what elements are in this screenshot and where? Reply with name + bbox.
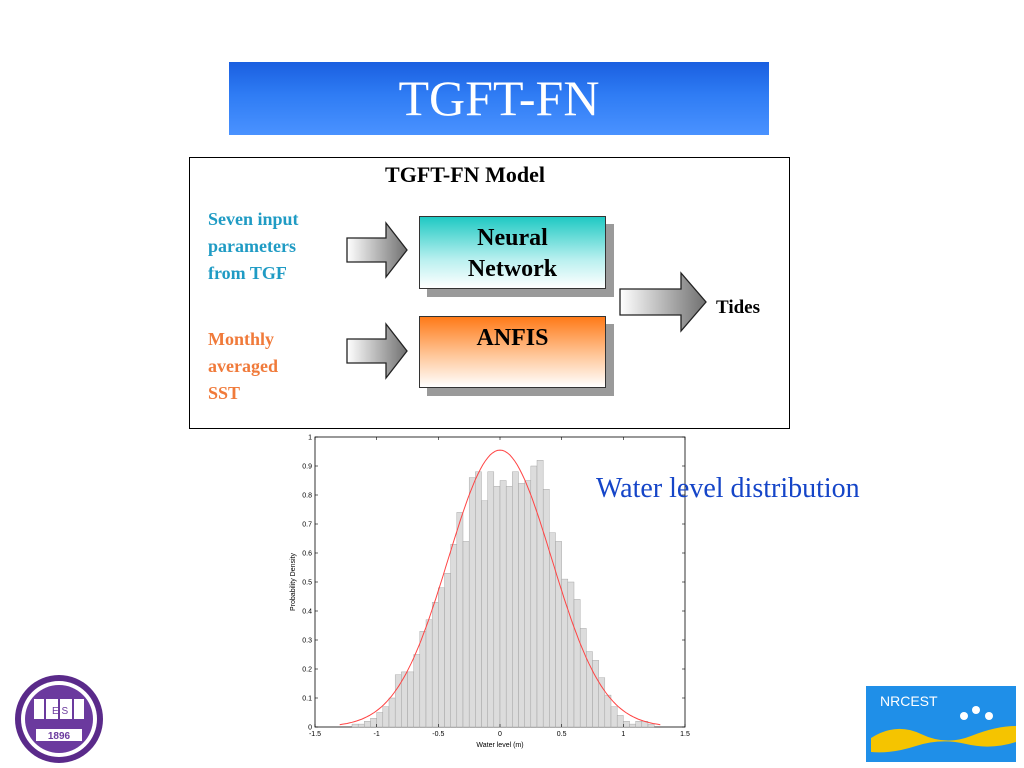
- nrcest-logo: NRCEST: [866, 686, 1016, 762]
- arrow-icon: [346, 221, 408, 279]
- histogram-bar: [382, 706, 390, 728]
- histogram-bar: [456, 512, 464, 728]
- histogram-bar: [647, 723, 655, 728]
- input2-line: averaged: [208, 356, 278, 376]
- histogram-bar: [592, 660, 599, 728]
- histogram-bar: [357, 723, 365, 728]
- input1-line: Seven input: [208, 209, 299, 229]
- x-tick-label: 0.5: [557, 731, 567, 738]
- histogram-bar: [407, 671, 414, 728]
- diagram-title: TGFT-FN Model: [385, 162, 545, 187]
- y-tick-label: 0.8: [302, 493, 312, 500]
- y-tick-label: 0.9: [302, 464, 312, 471]
- input-label-sst: Monthly averaged SST: [208, 326, 278, 407]
- nrcest-logo-text: NRCEST: [880, 693, 938, 709]
- slide-title: TGFT-FN: [229, 62, 769, 135]
- x-tick-label: 1: [621, 731, 625, 738]
- histogram-bar: [530, 465, 538, 728]
- x-tick-label: 0: [498, 731, 502, 738]
- normal-fit-curve: [339, 449, 661, 726]
- input-label-tgf: Seven input parameters from TGF: [208, 206, 299, 287]
- histogram-bar: [616, 715, 624, 728]
- histogram-bar: [542, 489, 550, 728]
- histogram-bar: [431, 602, 439, 728]
- histogram-bar: [370, 718, 377, 728]
- diagram-arrows: [346, 221, 707, 380]
- histogram-bar: [610, 706, 618, 728]
- histogram-bar: [419, 631, 427, 728]
- y-tick-label: 0.1: [302, 696, 312, 703]
- x-tick-label: 1.5: [680, 731, 690, 738]
- histogram-bar: [518, 483, 525, 728]
- histogram-bar: [573, 599, 581, 728]
- nn-line: Neural: [477, 225, 548, 251]
- model-diagram: TGFT-FN Model Seven input parameters fro…: [189, 157, 790, 429]
- histogram-bar: [444, 573, 451, 728]
- histogram-bar: [635, 721, 643, 728]
- input1-line: parameters: [208, 236, 296, 256]
- input2-line: SST: [208, 383, 241, 403]
- x-axis-label: Water level (m): [476, 742, 523, 749]
- university-seal-logo: E S 1896: [15, 675, 103, 763]
- histogram-bar: [536, 460, 544, 728]
- output-label: Tides: [716, 297, 761, 318]
- histogram-bar: [493, 486, 501, 728]
- x-tick-label: -0.5: [432, 731, 444, 738]
- input1-line: from TGF: [208, 263, 287, 283]
- histogram-bar: [351, 723, 359, 728]
- histogram-bar: [567, 581, 575, 728]
- y-tick-label: 0.6: [302, 551, 312, 558]
- histogram-bar: [481, 500, 488, 728]
- x-tick-label: -1.5: [309, 731, 321, 738]
- histogram-bar: [413, 654, 421, 728]
- histogram-bar: [364, 721, 371, 728]
- x-tick-label: -1: [374, 731, 380, 738]
- input2-line: Monthly: [208, 329, 275, 349]
- nn-line: Network: [467, 256, 558, 282]
- histogram-bar: [524, 480, 532, 728]
- histogram-bar: [487, 471, 495, 728]
- histogram-bar: [438, 587, 445, 728]
- y-tick-label: 1: [308, 435, 312, 442]
- y-tick-label: 0.5: [302, 580, 312, 587]
- seal-year-text: 1896: [48, 731, 71, 742]
- histogram-bar: [376, 712, 384, 728]
- y-tick-label: 0.3: [302, 638, 312, 645]
- histogram-bar: [388, 697, 396, 728]
- histogram-bar: [586, 651, 593, 728]
- histogram-bar: [598, 677, 606, 728]
- histogram-bar: [499, 480, 507, 728]
- histogram-bar: [512, 471, 519, 728]
- y-tick-label: 0.7: [302, 522, 312, 529]
- histogram-bar: [555, 541, 562, 728]
- histogram-bar: [623, 721, 630, 728]
- histogram-bar: [468, 477, 476, 728]
- arrow-icon: [619, 271, 707, 333]
- histogram-bar: [579, 628, 587, 728]
- seal-mark-text: E S: [52, 706, 68, 717]
- histogram-bar: [604, 694, 612, 728]
- histogram-bar: [629, 723, 636, 728]
- anfis-box: ANFIS: [419, 316, 606, 388]
- histogram-bar: [475, 471, 482, 728]
- y-axis-label: Probability Density: [290, 553, 297, 611]
- histogram-bar: [450, 544, 458, 728]
- histogram-bar: [462, 541, 470, 728]
- y-tick-label: 0: [308, 725, 312, 732]
- histogram-bar: [425, 619, 433, 728]
- neural-network-box: Neural Network: [419, 216, 606, 289]
- histogram-chart: 0 0.1 0.2 0.3 0.4 0.5 0.6 0.7 0.8 0.9 1 -1.5 -1 -0.5 0…: [290, 435, 690, 750]
- arrow-icon: [346, 322, 408, 380]
- y-tick-label: 0.2: [302, 667, 312, 674]
- chart-caption: Water level distribution: [596, 473, 860, 504]
- y-tick-label: 0.4: [302, 609, 312, 616]
- histogram-bar: [505, 486, 513, 728]
